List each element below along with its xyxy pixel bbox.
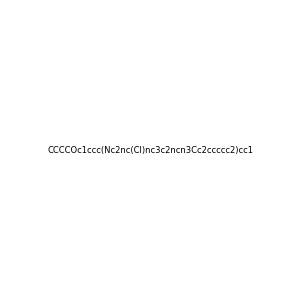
Text: CCCCOc1ccc(Nc2nc(Cl)nc3c2ncn3Cc2ccccc2)cc1: CCCCOc1ccc(Nc2nc(Cl)nc3c2ncn3Cc2ccccc2)c…	[47, 146, 253, 154]
